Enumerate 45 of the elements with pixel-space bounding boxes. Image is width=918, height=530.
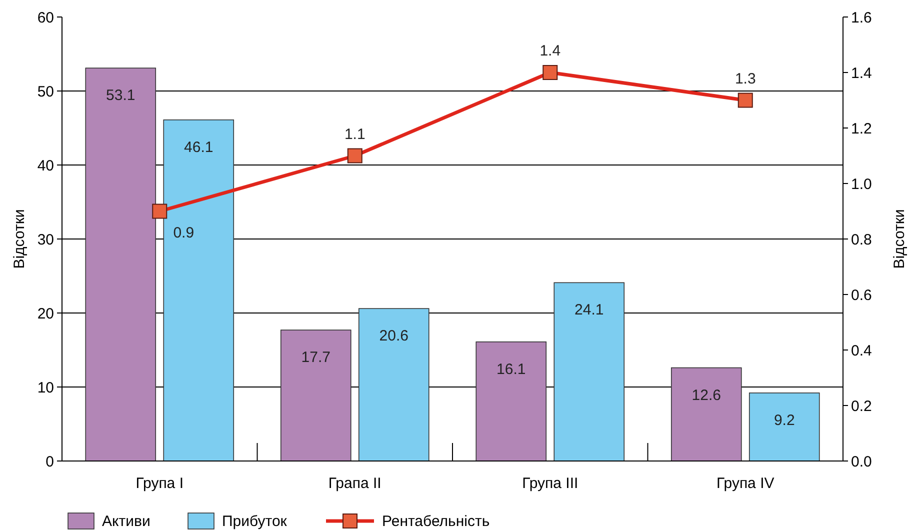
y2-tick-label: 1.6 bbox=[851, 9, 872, 26]
legend-label: Рентабельність bbox=[382, 513, 490, 530]
y-tick-label: 30 bbox=[37, 231, 54, 248]
y-tick-label: 60 bbox=[37, 9, 54, 26]
data-label: 1.3 bbox=[734, 70, 756, 88]
y2-tick-label: 0.4 bbox=[851, 342, 872, 360]
y-axis-title: Відсотки bbox=[11, 209, 28, 269]
y-tick-label: 0 bbox=[46, 453, 54, 470]
bar bbox=[163, 119, 234, 462]
data-label: 12.6 bbox=[692, 386, 721, 404]
y2-tick-label: 1.4 bbox=[851, 64, 872, 82]
y2-tick-label: 1.0 bbox=[851, 176, 872, 193]
data-label: 1.4 bbox=[540, 42, 561, 60]
data-label: 9.2 bbox=[774, 412, 795, 429]
y2-axis-title: Відсотки bbox=[891, 209, 908, 269]
data-label: 17.7 bbox=[301, 349, 330, 366]
legend-label: Прибуток bbox=[222, 513, 288, 530]
bar bbox=[748, 392, 820, 462]
bar bbox=[670, 367, 742, 462]
y2-tick-label: 0.2 bbox=[851, 398, 872, 415]
x-tick-label: Грапа II bbox=[328, 475, 382, 492]
y-tick-label: 10 bbox=[37, 379, 54, 396]
y2-tick-label: 0.6 bbox=[851, 286, 872, 304]
bar bbox=[476, 341, 547, 462]
data-label: 16.1 bbox=[496, 360, 526, 378]
legend-label: Активи bbox=[102, 513, 150, 530]
bar bbox=[280, 330, 352, 462]
y-tick-label: 50 bbox=[37, 83, 54, 100]
data-label: 20.6 bbox=[379, 328, 408, 345]
bar bbox=[554, 282, 625, 462]
x-tick-label: Група IV bbox=[716, 475, 774, 492]
y2-tick-label: 1.2 bbox=[851, 120, 872, 138]
data-label: 53.1 bbox=[106, 87, 136, 104]
data-label: 0.9 bbox=[173, 224, 194, 242]
y-tick-label: 40 bbox=[37, 157, 54, 174]
data-label: 46.1 bbox=[184, 138, 214, 156]
y2-tick-label: 0.8 bbox=[851, 231, 872, 248]
data-label: 1.1 bbox=[344, 126, 366, 143]
x-tick-label: Група III bbox=[522, 475, 578, 492]
y2-tick-label: 0.0 bbox=[851, 453, 872, 470]
bar bbox=[358, 308, 430, 462]
data-label: 24.1 bbox=[574, 302, 604, 319]
y-tick-label: 20 bbox=[37, 305, 54, 322]
bar bbox=[85, 68, 156, 462]
x-tick-label: Група I bbox=[136, 475, 184, 492]
